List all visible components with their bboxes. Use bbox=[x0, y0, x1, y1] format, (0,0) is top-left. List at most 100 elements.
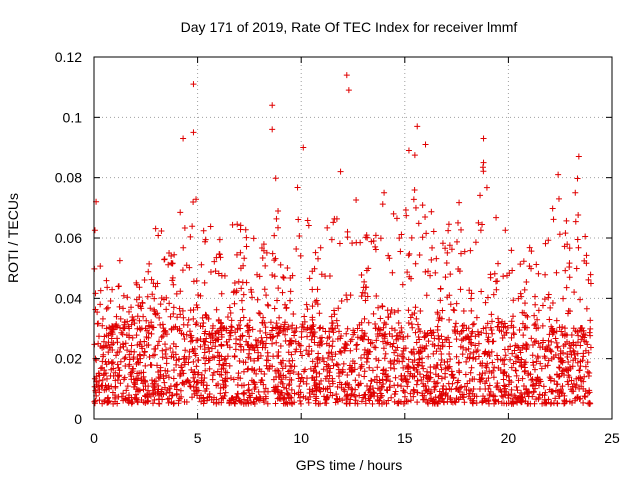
data-point bbox=[506, 270, 513, 277]
data-point bbox=[275, 285, 282, 292]
data-point bbox=[438, 375, 445, 382]
data-point bbox=[232, 346, 239, 353]
data-point bbox=[203, 335, 210, 342]
data-point bbox=[445, 227, 452, 234]
data-point bbox=[123, 332, 130, 339]
data-point bbox=[546, 374, 553, 381]
data-point bbox=[201, 330, 208, 337]
data-point bbox=[200, 319, 207, 326]
data-point bbox=[364, 293, 371, 300]
data-point bbox=[456, 388, 463, 395]
data-point bbox=[586, 329, 593, 336]
data-point bbox=[358, 293, 365, 300]
data-point bbox=[277, 323, 284, 330]
data-point bbox=[451, 398, 458, 405]
data-point bbox=[559, 368, 566, 375]
data-point bbox=[140, 386, 147, 393]
data-point bbox=[387, 364, 394, 371]
data-point bbox=[171, 251, 178, 258]
data-point bbox=[349, 240, 356, 247]
data-point bbox=[246, 346, 253, 353]
data-point bbox=[582, 394, 589, 401]
data-point bbox=[273, 339, 280, 346]
data-point bbox=[215, 270, 222, 277]
data-point bbox=[514, 354, 521, 361]
data-point bbox=[545, 357, 552, 364]
grid-lines bbox=[94, 57, 612, 419]
data-point bbox=[198, 379, 205, 386]
data-point bbox=[359, 335, 366, 342]
data-point bbox=[140, 352, 147, 359]
data-point bbox=[352, 377, 359, 384]
data-point bbox=[486, 382, 493, 389]
data-point bbox=[527, 371, 534, 378]
data-point bbox=[205, 344, 212, 351]
data-point bbox=[103, 277, 110, 284]
data-point bbox=[91, 227, 98, 234]
data-point bbox=[388, 325, 395, 332]
data-point bbox=[121, 355, 128, 362]
data-point bbox=[581, 257, 588, 264]
data-point bbox=[128, 376, 135, 383]
data-point bbox=[561, 243, 568, 250]
data-point bbox=[354, 341, 361, 348]
data-point bbox=[290, 311, 297, 318]
data-point bbox=[583, 252, 590, 259]
data-point bbox=[465, 393, 472, 400]
data-point bbox=[472, 239, 479, 246]
data-point bbox=[136, 294, 143, 301]
data-point bbox=[237, 222, 244, 229]
data-point bbox=[567, 386, 574, 393]
data-point bbox=[260, 340, 267, 347]
data-point bbox=[582, 347, 589, 354]
data-point bbox=[357, 365, 364, 372]
data-point bbox=[94, 309, 101, 316]
data-point bbox=[270, 353, 277, 360]
data-point bbox=[117, 380, 124, 387]
data-point bbox=[249, 294, 256, 301]
data-point bbox=[440, 389, 447, 396]
data-point bbox=[282, 331, 289, 338]
data-point bbox=[170, 310, 177, 317]
data-point bbox=[508, 364, 515, 371]
data-point bbox=[421, 345, 428, 352]
data-point bbox=[306, 386, 313, 393]
data-point bbox=[280, 274, 287, 281]
data-point bbox=[465, 325, 472, 332]
data-point bbox=[344, 228, 351, 235]
data-point bbox=[358, 354, 365, 361]
data-point bbox=[224, 353, 231, 360]
data-point bbox=[460, 391, 467, 398]
data-point bbox=[161, 327, 168, 334]
data-point bbox=[231, 279, 238, 286]
data-point bbox=[445, 365, 452, 372]
data-point bbox=[315, 350, 322, 357]
data-point bbox=[391, 382, 398, 389]
data-point bbox=[211, 258, 218, 265]
data-point bbox=[559, 323, 566, 330]
data-point bbox=[273, 215, 280, 222]
data-point bbox=[97, 365, 104, 372]
data-point bbox=[163, 331, 170, 338]
data-point bbox=[269, 126, 276, 133]
data-point bbox=[268, 327, 275, 334]
data-point bbox=[193, 301, 200, 308]
data-point bbox=[96, 377, 103, 384]
data-point bbox=[430, 329, 437, 336]
data-point bbox=[399, 358, 406, 365]
data-point bbox=[124, 347, 131, 354]
data-point bbox=[551, 378, 558, 385]
data-point bbox=[399, 377, 406, 384]
data-point bbox=[285, 323, 292, 330]
data-point bbox=[269, 271, 276, 278]
data-point bbox=[553, 317, 560, 324]
data-point bbox=[368, 238, 375, 245]
data-point bbox=[410, 196, 417, 203]
data-point bbox=[358, 271, 365, 278]
data-point bbox=[468, 364, 475, 371]
data-point bbox=[575, 244, 582, 251]
data-point bbox=[102, 342, 109, 349]
data-point bbox=[414, 399, 421, 406]
data-point bbox=[533, 380, 540, 387]
data-point bbox=[535, 340, 542, 347]
